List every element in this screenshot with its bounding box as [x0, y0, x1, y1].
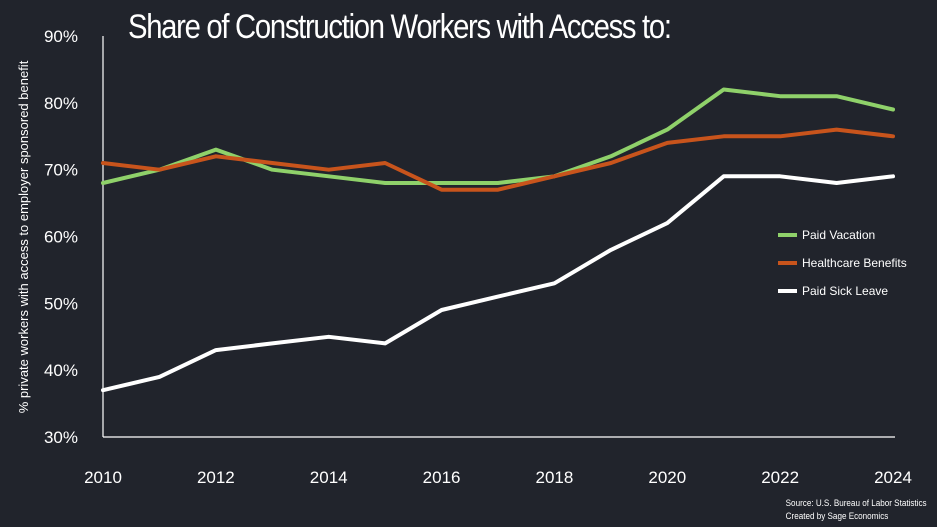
y-tick-label: 90%: [44, 27, 78, 46]
series-line-paid-vacation: [101, 87, 895, 185]
legend-label: Healthcare Benefits: [802, 256, 907, 270]
axes: [102, 36, 895, 438]
y-tick-labels: 30% 40% 50% 60% 70% 80% 90%: [44, 27, 78, 447]
y-tick-label: 80%: [44, 94, 78, 113]
credit-line: Created by Sage Economics: [786, 511, 889, 521]
series-lines: [101, 87, 895, 393]
legend-label: Paid Vacation: [802, 228, 875, 242]
y-tick-label: 50%: [44, 294, 78, 313]
source-line: Source: U.S. Bureau of Labor Statistics: [786, 498, 927, 508]
x-tick-labels: 2010 2012 2014 2016 2018 2020 2022 2024: [84, 468, 912, 487]
x-tick-label: 2010: [84, 468, 122, 487]
x-tick-label: 2016: [423, 468, 461, 487]
legend: Paid Vacation Healthcare Benefits Paid Sic…: [778, 228, 907, 298]
y-tick-label: 30%: [44, 428, 78, 447]
x-tick-label: 2018: [536, 468, 574, 487]
legend-label: Paid Sick Leave: [802, 284, 888, 298]
chart-title: Share of Construction Workers with Acces…: [128, 8, 672, 46]
y-tick-label: 60%: [44, 228, 78, 247]
x-tick-label: 2020: [648, 468, 686, 487]
series-line-paid-sick-leave: [101, 174, 895, 393]
x-tick-label: 2022: [761, 468, 799, 487]
y-axis-label: % private workers with access to employe…: [16, 60, 31, 413]
y-tick-label: 40%: [44, 361, 78, 380]
series-line-healthcare-benefits: [101, 127, 895, 192]
source-note: Source: U.S. Bureau of Labor Statistics …: [786, 497, 927, 523]
x-tick-label: 2024: [874, 468, 912, 487]
y-tick-label: 70%: [44, 161, 78, 180]
x-tick-label: 2012: [197, 468, 235, 487]
x-tick-label: 2014: [310, 468, 348, 487]
